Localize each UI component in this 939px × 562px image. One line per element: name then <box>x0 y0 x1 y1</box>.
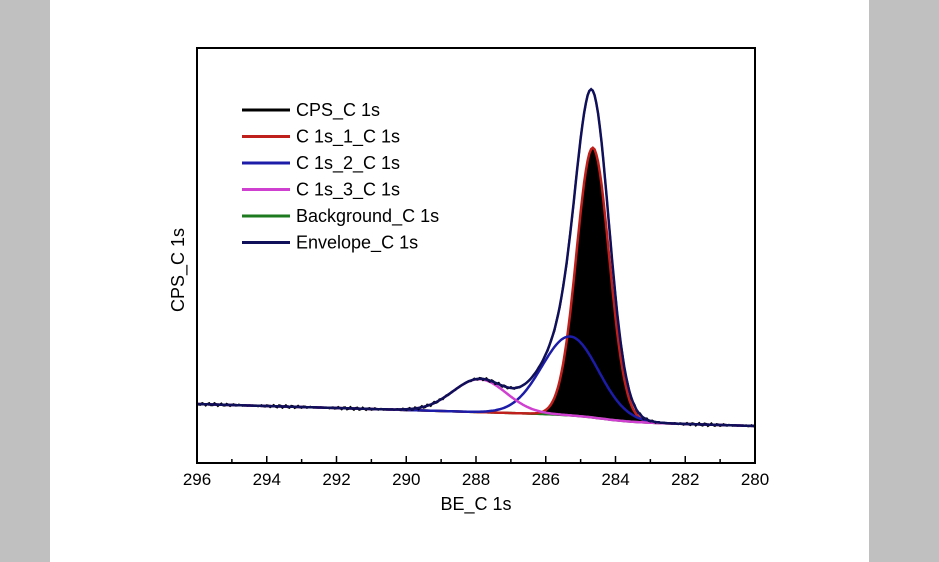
x-tick-label: 286 <box>532 470 560 489</box>
x-tick-label: 288 <box>462 470 490 489</box>
x-tick-label: 280 <box>741 470 769 489</box>
legend-label: C 1s_2_C 1s <box>296 153 400 174</box>
plot-curves <box>196 87 756 428</box>
legend: CPS_C 1s C 1s_1_C 1s C 1s_2_C 1s C 1s_3_C 1… <box>242 100 439 254</box>
x-tick-label: 296 <box>183 470 211 489</box>
legend-label: CPS_C 1s <box>296 100 380 121</box>
legend-label: C 1s_3_C 1s <box>296 180 400 201</box>
measured-curve <box>196 88 756 428</box>
x-tick-label: 290 <box>392 470 420 489</box>
x-axis-ticks: 296 294 292 290 288 286 284 282 280 <box>183 456 769 489</box>
component-2-curve <box>196 335 756 428</box>
x-tick-label: 292 <box>322 470 350 489</box>
x-tick-label: 284 <box>601 470 629 489</box>
x-axis-title: BE_C 1s <box>440 494 511 515</box>
y-axis-title: CPS_C 1s <box>168 228 189 312</box>
envelope-curve <box>196 87 756 428</box>
component-3-curve <box>196 377 756 428</box>
x-tick-label: 282 <box>671 470 699 489</box>
component-1-fill <box>197 147 755 427</box>
legend-label: Envelope_C 1s <box>296 233 418 254</box>
legend-label: Background_C 1s <box>296 206 439 227</box>
figure-panel <box>50 0 869 562</box>
legend-label: C 1s_1_C 1s <box>296 127 400 148</box>
x-tick-label: 294 <box>253 470 281 489</box>
